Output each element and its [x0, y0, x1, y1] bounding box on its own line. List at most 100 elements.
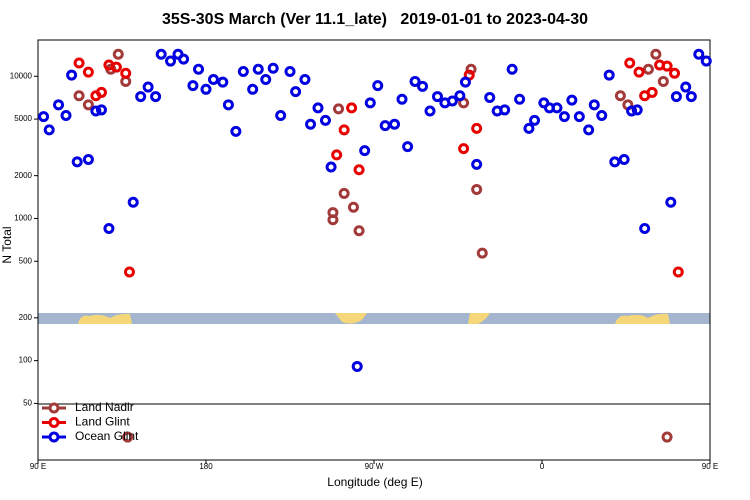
point — [217, 76, 229, 88]
point — [402, 141, 414, 153]
point — [657, 75, 669, 87]
point — [551, 102, 563, 114]
point — [680, 81, 692, 93]
x-tick-label: 0 — [540, 462, 545, 471]
point — [364, 97, 376, 109]
point — [650, 48, 662, 60]
point — [200, 83, 212, 95]
point — [123, 266, 135, 278]
point — [110, 61, 122, 73]
point — [471, 183, 483, 195]
point — [661, 60, 673, 72]
point — [142, 81, 154, 93]
point — [327, 214, 339, 226]
point — [299, 73, 311, 85]
point — [454, 90, 466, 102]
chart-title: 35S-30S March (Ver 11.1_late) 2019-01-01… — [162, 11, 588, 28]
point — [459, 76, 471, 88]
point — [639, 222, 651, 234]
point — [325, 161, 337, 173]
point — [353, 164, 365, 176]
point — [112, 48, 124, 60]
point — [583, 124, 595, 136]
point — [566, 94, 578, 106]
point — [165, 55, 177, 67]
legend-marker — [48, 402, 60, 414]
point — [122, 431, 134, 443]
point — [672, 266, 684, 278]
point — [305, 118, 317, 130]
point — [417, 80, 429, 92]
y-tick-label: 200 — [19, 313, 33, 322]
point — [222, 99, 234, 111]
point — [284, 66, 296, 78]
y-tick-label: 2000 — [14, 171, 32, 180]
point — [670, 91, 682, 103]
point — [82, 99, 94, 111]
y-tick-label: 5000 — [14, 114, 32, 123]
y-tick-label: 100 — [19, 356, 33, 365]
point — [178, 53, 190, 65]
point — [82, 66, 94, 78]
x-tick-label: 90 W — [365, 462, 384, 471]
point — [661, 431, 673, 443]
point — [247, 83, 259, 95]
point — [95, 104, 107, 116]
point — [558, 111, 570, 123]
y-axis-label: N Total — [0, 226, 14, 263]
point — [60, 109, 72, 121]
point — [353, 225, 365, 237]
point — [346, 102, 358, 114]
point — [476, 247, 488, 259]
point — [389, 118, 401, 130]
point — [514, 93, 526, 105]
point — [230, 125, 242, 137]
point — [631, 104, 643, 116]
point — [82, 153, 94, 165]
point — [66, 69, 78, 81]
point — [685, 91, 697, 103]
point — [409, 75, 421, 87]
point — [693, 48, 705, 60]
y-tick-label: 1000 — [14, 214, 32, 223]
point — [626, 105, 638, 117]
point — [396, 93, 408, 105]
y-tick-label: 10000 — [10, 71, 33, 80]
point — [312, 102, 324, 114]
point — [465, 63, 477, 75]
point — [609, 156, 621, 168]
point — [573, 111, 585, 123]
point — [523, 122, 535, 134]
x-tick-label: 180 — [199, 462, 213, 471]
point — [338, 124, 350, 136]
point — [506, 63, 518, 75]
point — [260, 73, 272, 85]
legend-label: Land Nadir — [75, 400, 134, 414]
point — [333, 103, 345, 115]
point — [431, 91, 443, 103]
point — [120, 67, 132, 79]
point — [127, 196, 139, 208]
point — [458, 143, 470, 155]
point — [319, 114, 331, 126]
point — [95, 86, 107, 98]
point — [155, 48, 167, 60]
point — [103, 222, 115, 234]
legend-marker — [48, 431, 60, 443]
point — [379, 120, 391, 132]
point — [471, 158, 483, 170]
legend-marker — [48, 417, 60, 428]
point — [347, 201, 359, 213]
point — [471, 122, 483, 134]
point — [43, 124, 55, 136]
point — [135, 91, 147, 103]
map-band — [38, 313, 710, 324]
point — [338, 187, 350, 199]
point — [499, 104, 511, 116]
point — [596, 109, 608, 121]
point — [187, 80, 199, 92]
legend-label: Land Glint — [75, 415, 130, 429]
point — [484, 91, 496, 103]
x-axis-label: Longitude (deg E) — [327, 475, 422, 489]
